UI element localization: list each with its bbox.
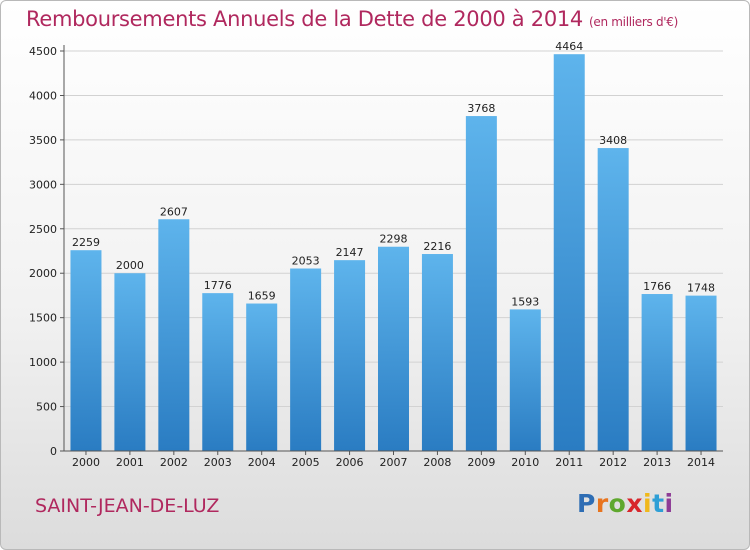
bar-2006 <box>334 260 366 451</box>
chart-unit: (en milliers d'€) <box>589 15 679 29</box>
value-label-2013: 1766 <box>643 280 671 293</box>
x-tick-label-2013: 2013 <box>643 456 671 469</box>
value-label-2004: 1659 <box>248 290 276 303</box>
value-label-2008: 2216 <box>423 240 451 253</box>
chart-title-text: Remboursements Annuels de la Dette de 20… <box>26 7 583 31</box>
y-tick-label: 1500 <box>29 312 57 325</box>
bar-2002 <box>158 219 190 451</box>
x-tick-label-2004: 2004 <box>248 456 276 469</box>
y-tick-label: 2000 <box>29 267 57 280</box>
y-tick-label: 1000 <box>29 356 57 369</box>
value-label-2006: 2147 <box>336 246 364 259</box>
bar-2000 <box>70 250 102 451</box>
y-tick-label: 0 <box>50 445 57 458</box>
bar-2010 <box>509 309 541 451</box>
x-tick-label-2000: 2000 <box>72 456 100 469</box>
logo-letter: x <box>626 489 643 518</box>
x-tick-label-2005: 2005 <box>292 456 320 469</box>
x-tick-label-2009: 2009 <box>467 456 495 469</box>
x-tick-label-2007: 2007 <box>380 456 408 469</box>
value-label-2002: 2607 <box>160 205 188 218</box>
x-tick-label-2010: 2010 <box>511 456 539 469</box>
proxiti-logo: Proxiti <box>577 489 674 518</box>
x-tick-label-2012: 2012 <box>599 456 627 469</box>
logo-letter: r <box>595 489 609 518</box>
bars <box>70 54 717 452</box>
value-label-2009: 3768 <box>467 102 495 115</box>
bar-2008 <box>421 254 453 451</box>
y-tick-label: 3000 <box>29 178 57 191</box>
city-name: SAINT-JEAN-DE-LUZ <box>35 495 220 517</box>
value-label-2005: 2053 <box>292 255 320 268</box>
logo-letter: i <box>643 489 653 518</box>
bar-2012 <box>597 148 629 452</box>
value-label-2007: 2298 <box>380 233 408 246</box>
bar-2013 <box>641 294 673 451</box>
labels: 0 500 1000 1500 2000 2500 3000 3500 4000 4500 2259… <box>29 40 715 469</box>
y-tick-label: 4500 <box>29 45 57 58</box>
bar-2003 <box>202 293 234 451</box>
value-label-2001: 2000 <box>116 259 144 272</box>
x-tick-label-2008: 2008 <box>423 456 451 469</box>
bar-2004 <box>246 303 278 451</box>
y-tick-label: 3500 <box>29 134 57 147</box>
value-label-2014: 1748 <box>687 282 715 295</box>
bar-2001 <box>114 273 146 451</box>
value-label-2003: 1776 <box>204 279 232 292</box>
bar-2005 <box>290 268 322 451</box>
x-tick-label-2006: 2006 <box>336 456 364 469</box>
value-label-2000: 2259 <box>72 236 100 249</box>
y-tick-label: 4000 <box>29 89 57 102</box>
bar-2007 <box>378 246 409 451</box>
logo-letter: o <box>608 489 627 518</box>
logo-letter: i <box>664 489 674 518</box>
logo-letter: t <box>652 489 665 518</box>
y-tick-label: 2500 <box>29 223 57 236</box>
x-tick-label-2003: 2003 <box>204 456 232 469</box>
bar-2014 <box>685 295 717 451</box>
x-tick-label-2001: 2001 <box>116 456 144 469</box>
chart-title: Remboursements Annuels de la Dette de 20… <box>26 7 678 31</box>
x-tick-label-2014: 2014 <box>687 456 715 469</box>
value-label-2012: 3408 <box>599 134 627 147</box>
logo-letter: P <box>577 489 596 518</box>
bar-2009 <box>465 116 497 452</box>
x-tick-label-2011: 2011 <box>555 456 583 469</box>
value-label-2010: 1593 <box>511 295 539 308</box>
bar-2011 <box>553 54 585 451</box>
x-tick-label-2002: 2002 <box>160 456 188 469</box>
axes <box>60 45 723 455</box>
value-label-2011: 4464 <box>555 40 583 53</box>
y-tick-label: 500 <box>36 401 57 414</box>
